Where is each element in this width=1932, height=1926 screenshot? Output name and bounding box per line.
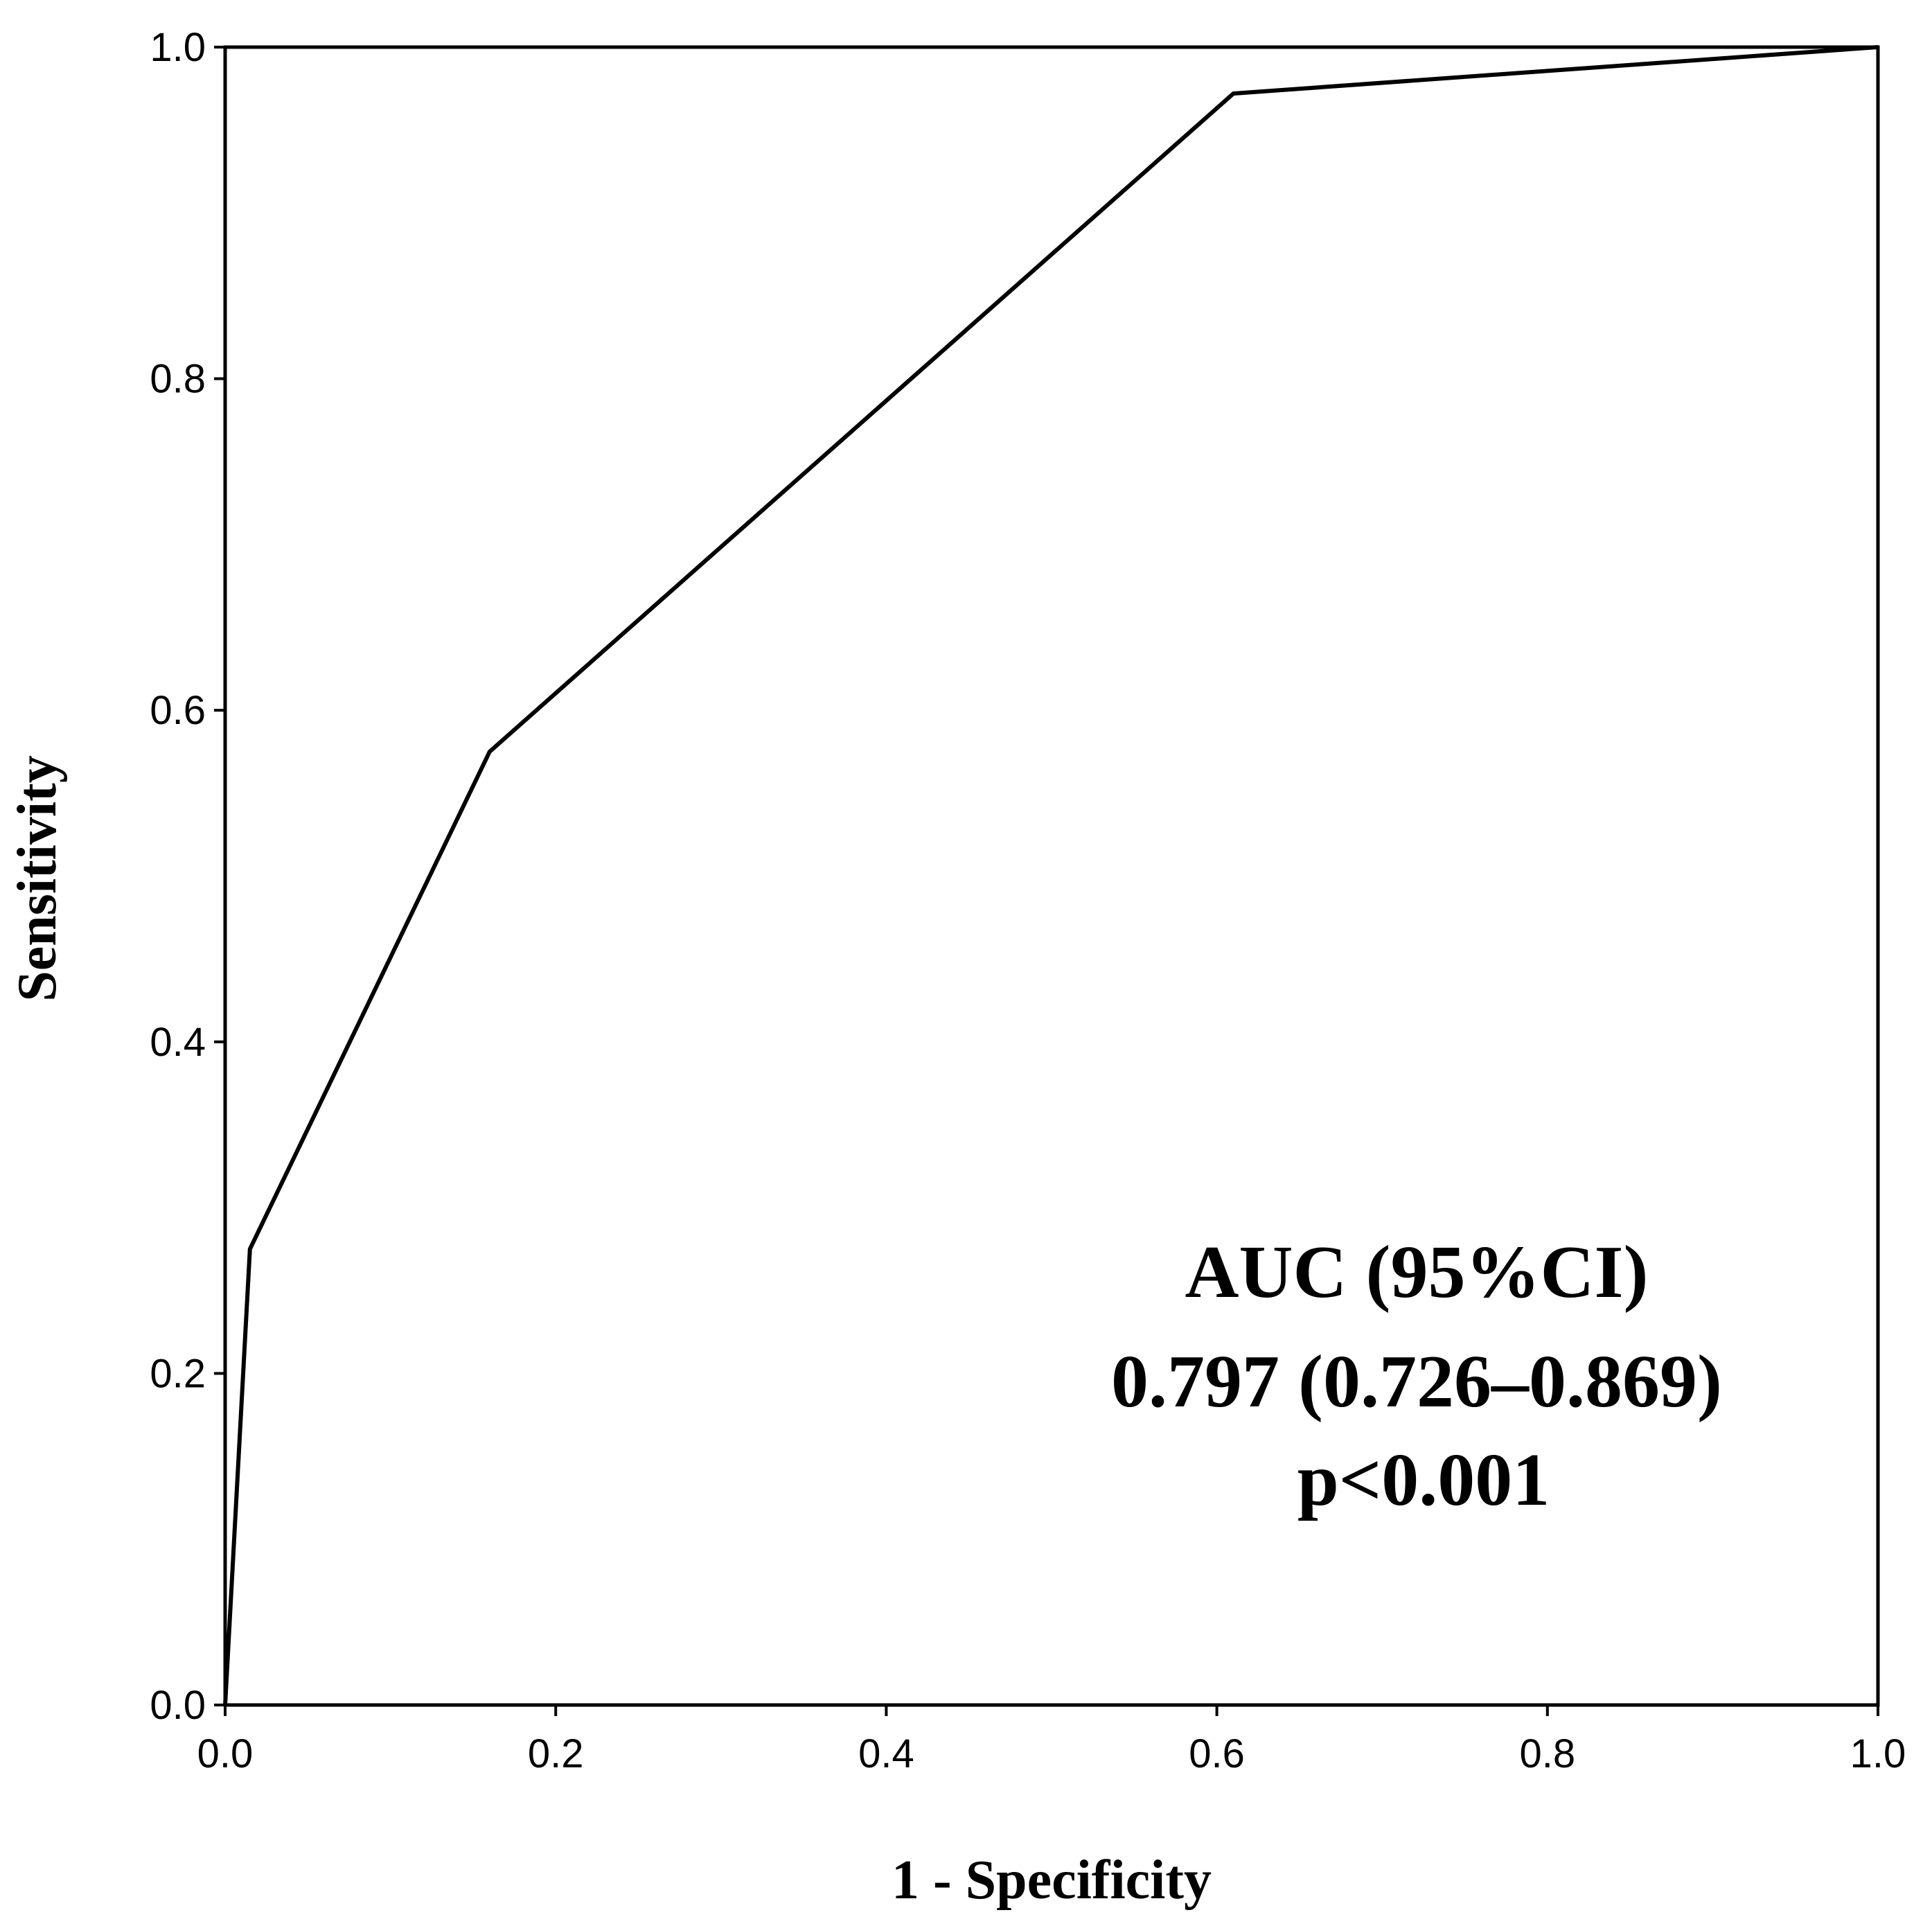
auc-value: 0.797 (0.726–0.869) [1111,1341,1722,1423]
y-tick-label: 0.4 [150,1020,206,1065]
y-tick-label: 0.6 [150,688,206,733]
x-axis-ticks: 0.0 0.2 0.4 0.6 0.8 1.0 [197,1705,1906,1776]
x-tick-label: 0.0 [197,1731,254,1776]
y-axis-title: Sensitivity [7,755,68,1002]
x-axis-title: 1 - Specificity [892,1850,1212,1911]
p-value: p<0.001 [1297,1439,1550,1521]
y-tick-label: 0.2 [150,1351,206,1396]
plot-frame [223,45,1880,1707]
y-tick-label: 0.8 [150,357,206,402]
roc-curve [223,45,1879,1706]
y-axis-ticks: 0.0 0.2 0.4 0.6 0.8 1.0 [150,25,225,1728]
x-tick-label: 0.8 [1519,1731,1575,1776]
auc-label: AUC (95%CI) [1185,1231,1649,1314]
y-tick-label: 0.0 [150,1683,206,1728]
y-tick-label: 1.0 [150,25,206,70]
x-tick-label: 0.2 [528,1731,584,1776]
x-tick-label: 0.6 [1189,1731,1245,1776]
x-tick-label: 0.4 [858,1731,914,1776]
x-tick-label: 1.0 [1850,1731,1906,1776]
